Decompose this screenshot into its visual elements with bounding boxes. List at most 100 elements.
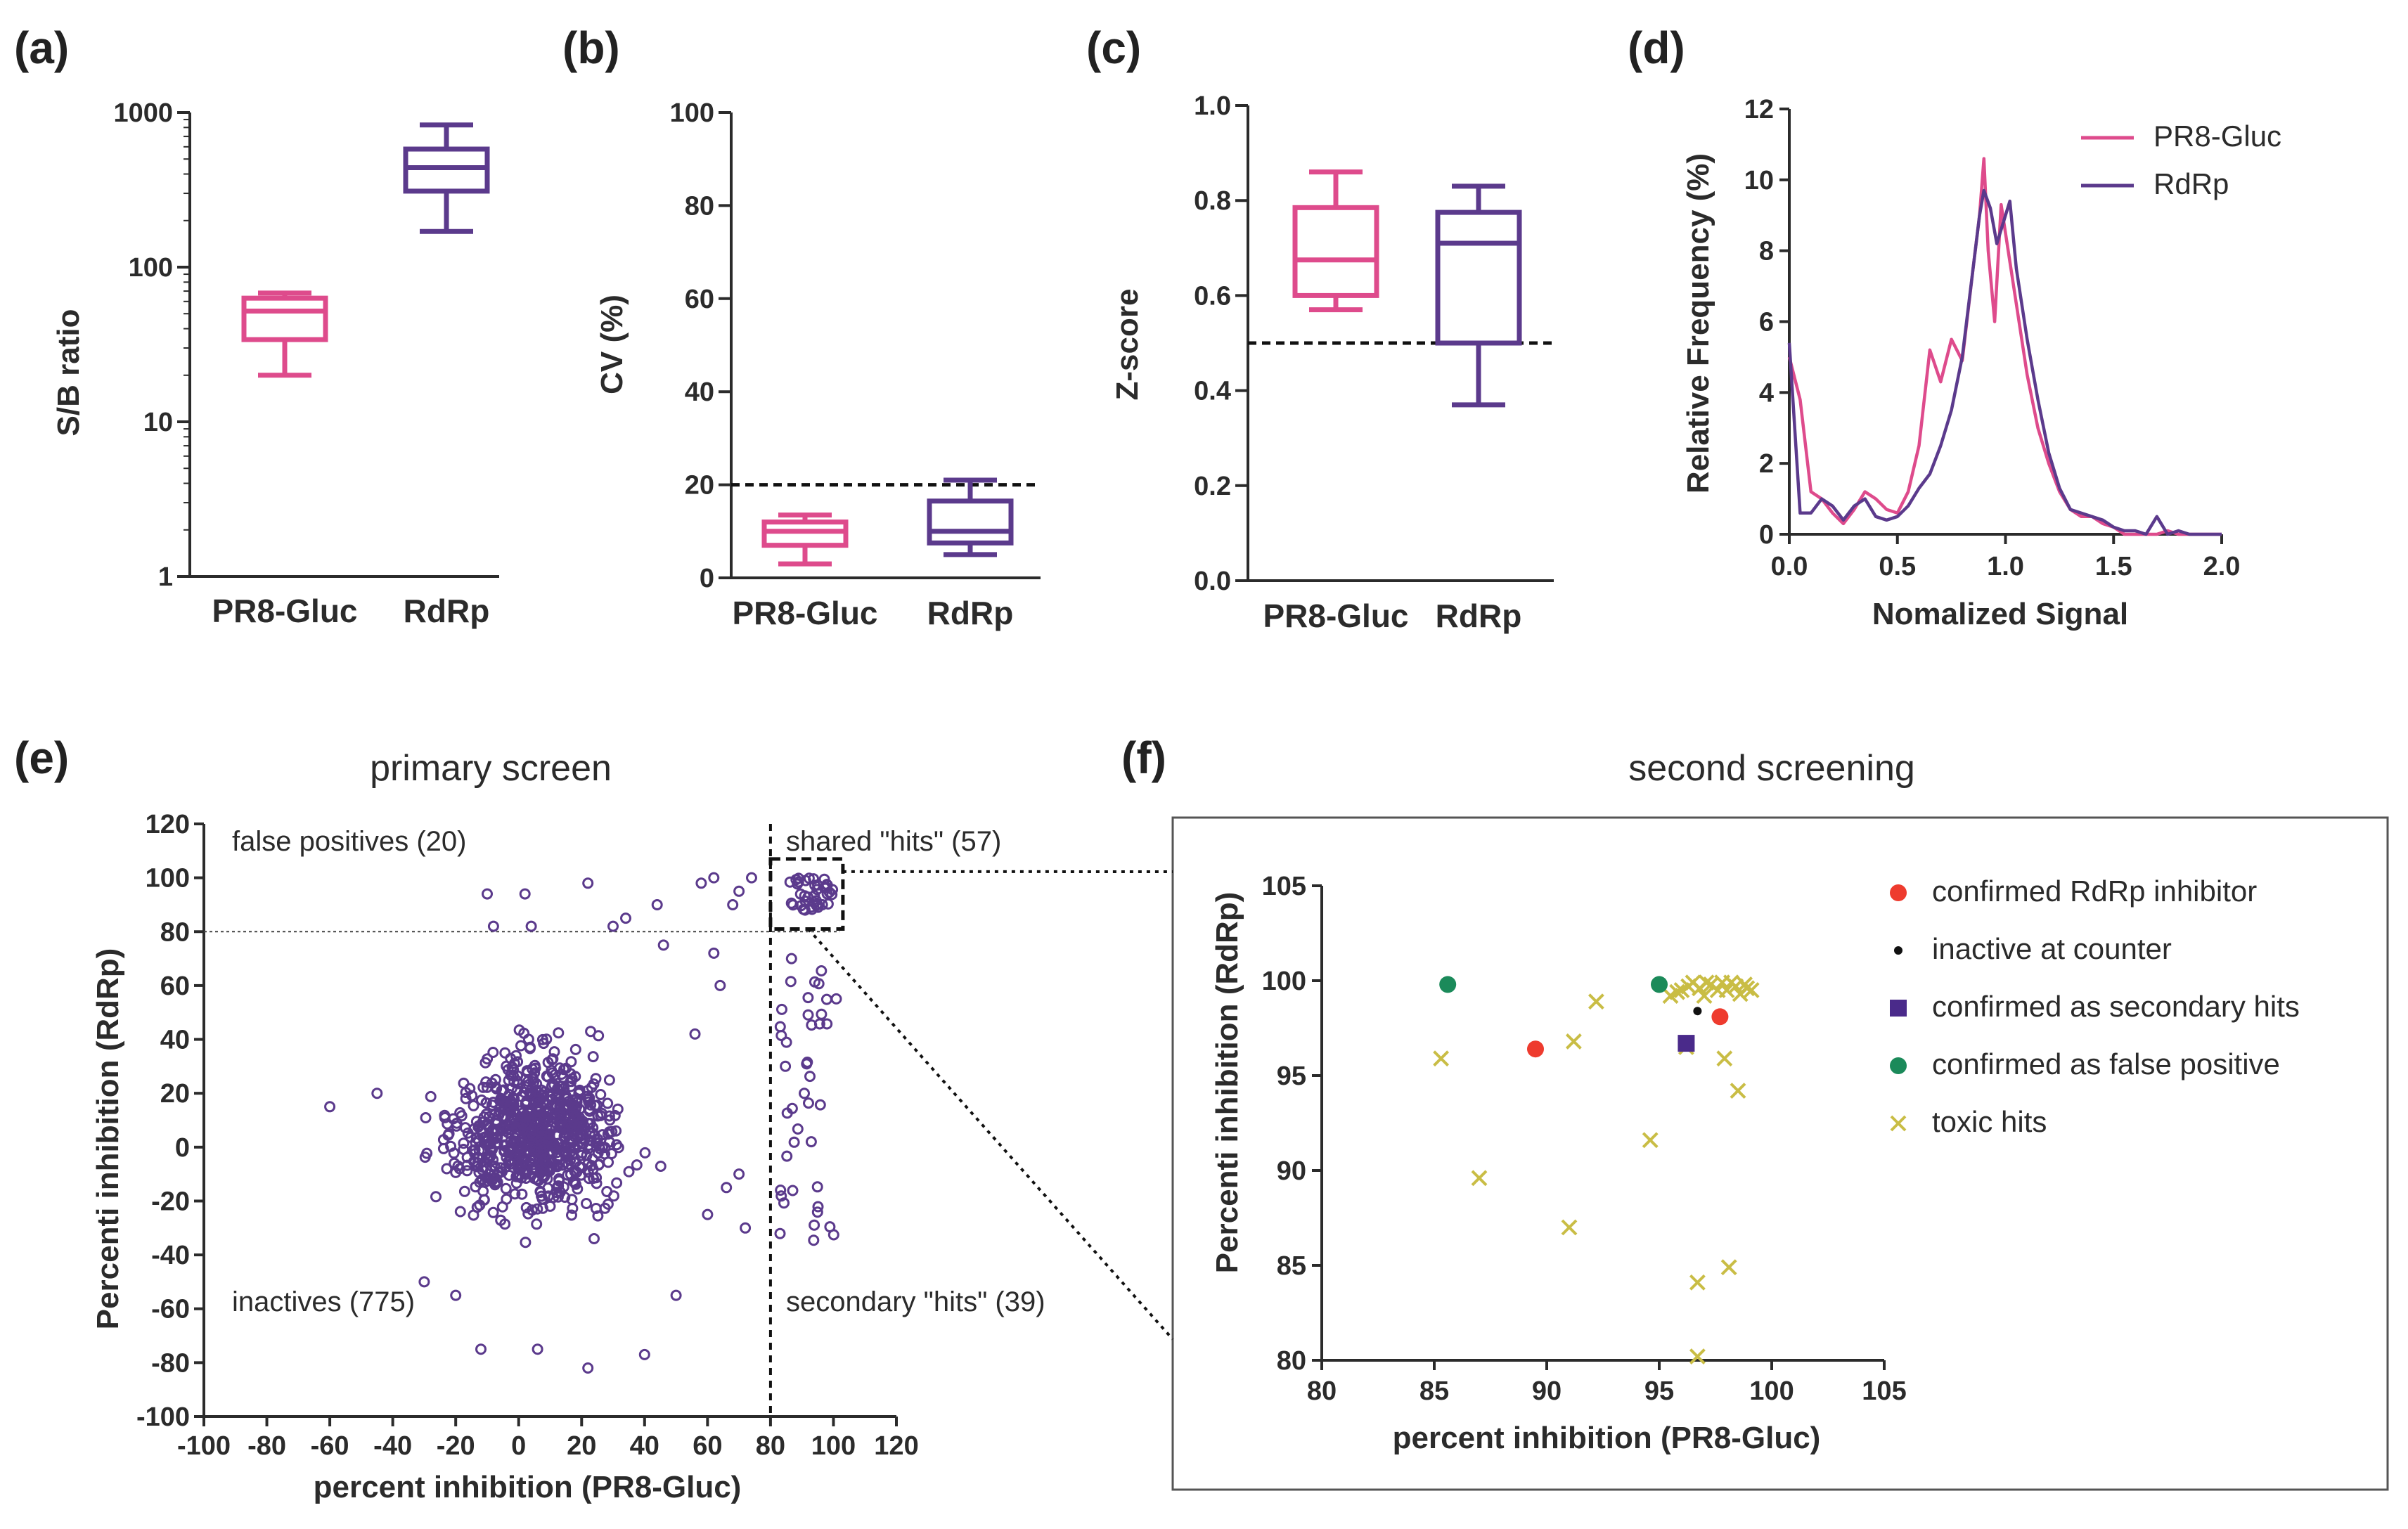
data-point — [1690, 1275, 1704, 1289]
y-tick-label: 95 — [1277, 1062, 1306, 1091]
data-point — [521, 1238, 530, 1247]
y-tick-label: 20 — [160, 1079, 190, 1109]
data-point — [527, 922, 536, 931]
data-point — [632, 1161, 641, 1170]
data-point — [1643, 1133, 1657, 1147]
y-tick-label: 80 — [685, 191, 714, 221]
data-point — [1651, 976, 1668, 993]
data-point — [1562, 1220, 1576, 1234]
data-point — [810, 1220, 819, 1230]
data-point — [533, 1345, 542, 1354]
data-point — [460, 1187, 469, 1196]
x-tick-label: 20 — [567, 1431, 596, 1461]
data-point — [520, 889, 529, 898]
data-point — [584, 879, 593, 888]
data-point — [806, 1137, 816, 1147]
iqr-box — [1438, 212, 1519, 343]
data-point — [781, 1062, 790, 1071]
data-point — [532, 1220, 541, 1229]
data-point — [420, 1277, 429, 1286]
annotation-secondary-hits: secondary "hits" (39) — [786, 1286, 1045, 1317]
data-point — [817, 1009, 826, 1019]
y-tick-label: 100 — [129, 253, 173, 283]
x-tick-label: 100 — [1749, 1376, 1794, 1406]
legend-label: inactive at counter — [1932, 932, 2172, 965]
x-tick-label: -100 — [177, 1431, 231, 1461]
data-point — [624, 1167, 633, 1176]
data-point — [703, 1210, 712, 1219]
series-confirmed-as-secondary-hits — [1678, 1035, 1694, 1052]
y-tick-label: 0 — [700, 564, 714, 593]
data-point — [786, 977, 795, 986]
legend-label: RdRp — [2153, 167, 2229, 200]
data-point — [800, 1089, 809, 1098]
data-point — [1693, 1007, 1701, 1015]
category-label: RdRp — [927, 595, 1014, 631]
data-point — [1566, 1034, 1580, 1048]
y-tick-label: 120 — [146, 810, 190, 839]
data-point — [728, 901, 738, 910]
x-tick-label: 100 — [811, 1431, 856, 1461]
data-point — [426, 1092, 435, 1101]
x-tick-label: 95 — [1644, 1376, 1674, 1406]
legend-marker — [1890, 1000, 1907, 1017]
y-tick-label: 0 — [1759, 520, 1774, 550]
data-point — [787, 954, 796, 963]
data-point — [588, 1052, 598, 1062]
y-tick-label: 100 — [670, 98, 714, 128]
x-tick-label: 40 — [630, 1431, 659, 1461]
y-tick-label: 12 — [1744, 95, 1774, 124]
y-tick-label: 0.0 — [1194, 567, 1231, 596]
data-point — [622, 914, 631, 923]
data-point — [502, 1194, 511, 1204]
x-tick-label: 0 — [511, 1431, 526, 1461]
data-point — [571, 1045, 580, 1054]
legend-label: PR8-Gluc — [2153, 120, 2281, 153]
x-tick-label: 90 — [1532, 1376, 1562, 1406]
data-point — [1722, 1260, 1736, 1275]
y-tick-label: 85 — [1277, 1251, 1306, 1281]
panel-f-xlabel: percent inhibition (PR8-Gluc) — [1393, 1421, 1821, 1455]
y-tick-label: 8 — [1759, 237, 1774, 266]
data-point — [522, 1203, 531, 1212]
data-point — [603, 1187, 612, 1196]
data-point — [809, 1236, 818, 1245]
y-tick-label: 1.0 — [1194, 91, 1231, 121]
y-tick-label: 6 — [1759, 308, 1774, 337]
data-point — [777, 1031, 786, 1040]
data-point — [829, 1230, 838, 1239]
data-point — [822, 995, 831, 1004]
y-tick-label: 0.4 — [1194, 377, 1231, 406]
x-tick-label: -20 — [437, 1431, 475, 1461]
series-inactive-at-counter — [1693, 1007, 1701, 1015]
y-tick-label: 0 — [175, 1133, 190, 1163]
data-point — [690, 1029, 700, 1038]
data-point — [373, 1089, 382, 1098]
data-point — [590, 1234, 599, 1244]
y-tick-label: 40 — [685, 378, 714, 407]
data-point — [806, 1072, 815, 1081]
y-tick-label: -20 — [151, 1187, 190, 1216]
y-tick-label: 0.8 — [1194, 186, 1231, 216]
legend-label: confirmed as false positive — [1932, 1047, 2280, 1080]
x-tick-label: 80 — [756, 1431, 785, 1461]
y-tick-label: 60 — [685, 285, 714, 314]
legend-marker — [1891, 1116, 1905, 1130]
annotation-shared-hits: shared "hits" (57) — [786, 826, 1001, 857]
data-point — [612, 1178, 622, 1187]
panel-f: (f) second screening Percenti inhibition… — [1121, 733, 2388, 1490]
data-point — [326, 1102, 335, 1111]
data-point — [605, 1076, 614, 1085]
data-point — [501, 1184, 510, 1193]
legend-marker — [1894, 946, 1902, 955]
data-point — [775, 1022, 785, 1031]
panel-e-ylabel: Percenti inhibition (RdRp) — [91, 948, 125, 1330]
data-point — [1434, 1052, 1448, 1066]
panel-e-xlabel: percent inhibition (PR8-Gluc) — [314, 1470, 742, 1504]
y-tick-label: 1000 — [113, 98, 173, 128]
panel-c-ylabel: Z-score — [1110, 289, 1145, 401]
